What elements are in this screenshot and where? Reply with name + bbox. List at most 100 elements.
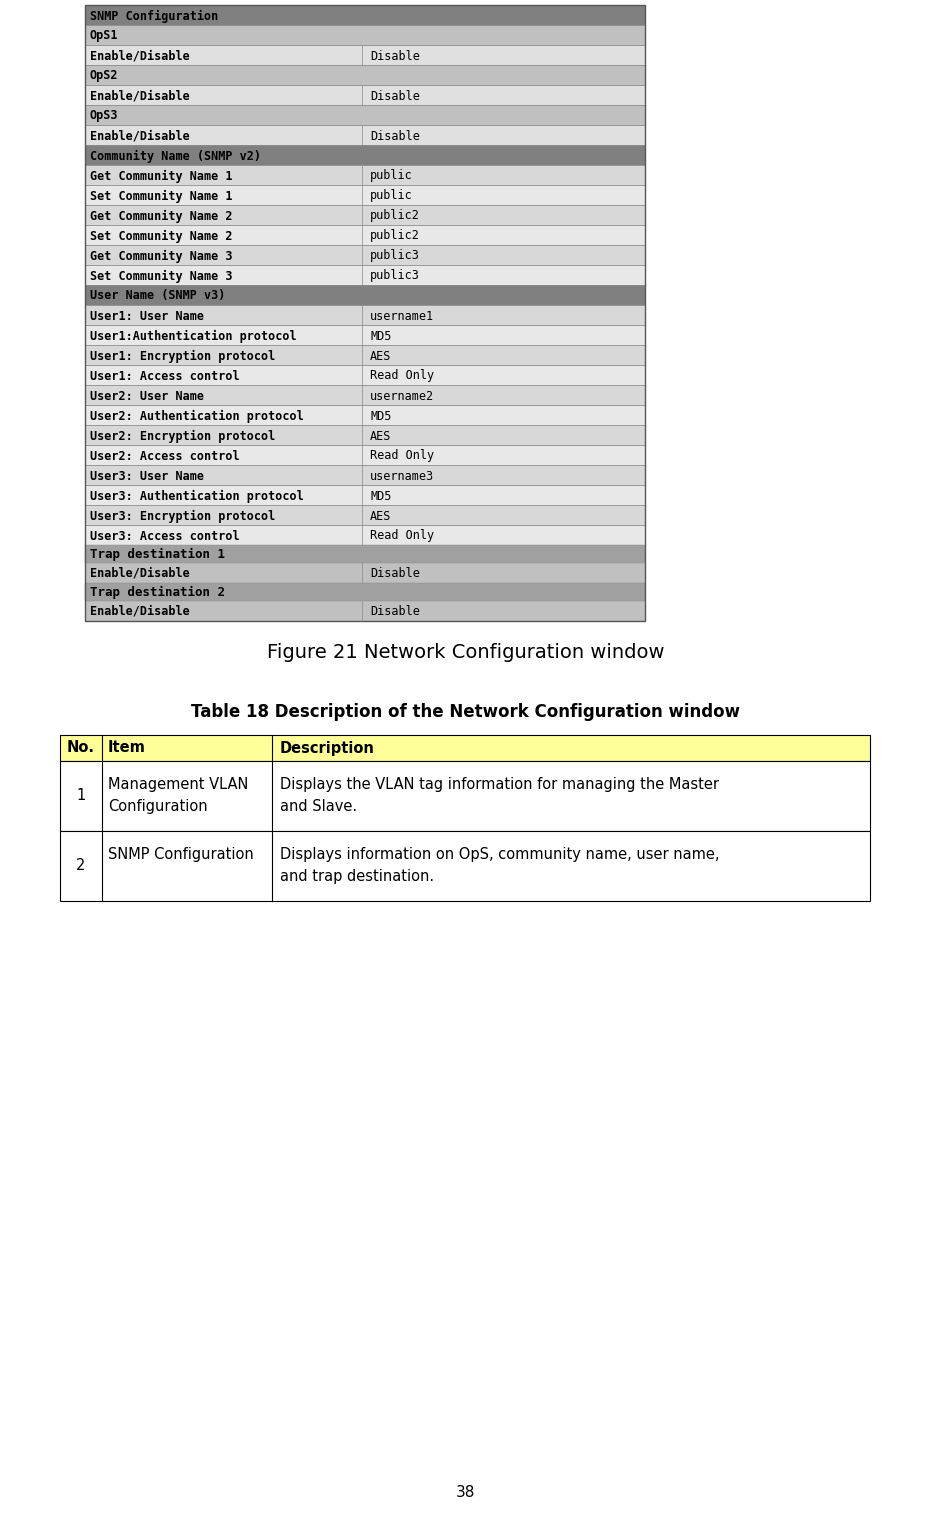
- FancyBboxPatch shape: [85, 245, 645, 265]
- Text: Item: Item: [108, 740, 146, 755]
- FancyBboxPatch shape: [85, 285, 645, 304]
- Text: Figure 21 Network Configuration window: Figure 21 Network Configuration window: [267, 643, 664, 662]
- Text: MD5: MD5: [371, 489, 392, 503]
- FancyBboxPatch shape: [85, 583, 645, 621]
- FancyBboxPatch shape: [85, 65, 645, 85]
- Text: Configuration: Configuration: [108, 799, 208, 815]
- Text: public3: public3: [371, 250, 420, 262]
- Text: Get Community Name 1: Get Community Name 1: [90, 170, 233, 183]
- Text: AES: AES: [371, 350, 392, 362]
- Text: User1:Authentication protocol: User1:Authentication protocol: [90, 330, 297, 342]
- Text: Description: Description: [280, 740, 375, 755]
- Text: Read Only: Read Only: [371, 450, 435, 462]
- Text: Enable/Disable: Enable/Disable: [90, 604, 190, 618]
- FancyBboxPatch shape: [85, 204, 645, 226]
- Text: User3: User Name: User3: User Name: [90, 469, 204, 483]
- Text: Trap destination 1: Trap destination 1: [90, 548, 225, 560]
- FancyBboxPatch shape: [85, 126, 645, 145]
- FancyBboxPatch shape: [85, 484, 645, 506]
- Text: Set Community Name 2: Set Community Name 2: [90, 230, 233, 242]
- Text: Displays the VLAN tag information for managing the Master: Displays the VLAN tag information for ma…: [280, 777, 719, 792]
- FancyBboxPatch shape: [85, 226, 645, 245]
- Text: User1: User Name: User1: User Name: [90, 309, 204, 322]
- FancyBboxPatch shape: [85, 465, 645, 484]
- Text: No.: No.: [67, 740, 95, 755]
- FancyBboxPatch shape: [60, 734, 870, 762]
- FancyBboxPatch shape: [85, 583, 645, 601]
- FancyBboxPatch shape: [85, 165, 645, 185]
- FancyBboxPatch shape: [85, 85, 645, 104]
- Text: 1: 1: [76, 789, 86, 804]
- FancyBboxPatch shape: [85, 425, 645, 445]
- FancyBboxPatch shape: [85, 145, 645, 165]
- Text: User3: Authentication protocol: User3: Authentication protocol: [90, 489, 304, 503]
- FancyBboxPatch shape: [60, 831, 870, 901]
- Text: Table 18 Description of the Network Configuration window: Table 18 Description of the Network Conf…: [191, 702, 740, 721]
- Text: username1: username1: [371, 309, 435, 322]
- FancyBboxPatch shape: [85, 506, 645, 525]
- Text: SNMP Configuration: SNMP Configuration: [108, 846, 254, 861]
- Text: MD5: MD5: [371, 409, 392, 422]
- Text: User3: Access control: User3: Access control: [90, 530, 239, 542]
- Text: OpS2: OpS2: [90, 70, 118, 82]
- Text: Disable: Disable: [371, 604, 420, 618]
- Text: Disable: Disable: [371, 130, 420, 142]
- Text: and Slave.: and Slave.: [280, 799, 358, 815]
- FancyBboxPatch shape: [85, 185, 645, 204]
- FancyBboxPatch shape: [85, 545, 645, 583]
- FancyBboxPatch shape: [85, 45, 645, 65]
- FancyBboxPatch shape: [85, 345, 645, 365]
- Text: User3: Encryption protocol: User3: Encryption protocol: [90, 509, 276, 522]
- FancyBboxPatch shape: [85, 265, 645, 285]
- FancyBboxPatch shape: [85, 445, 645, 465]
- FancyBboxPatch shape: [85, 525, 645, 545]
- Text: Enable/Disable: Enable/Disable: [90, 89, 190, 103]
- Text: User Name (SNMP v3): User Name (SNMP v3): [90, 289, 225, 303]
- FancyBboxPatch shape: [85, 545, 645, 563]
- Text: Disable: Disable: [371, 50, 420, 62]
- FancyBboxPatch shape: [85, 385, 645, 406]
- FancyBboxPatch shape: [85, 326, 645, 345]
- FancyBboxPatch shape: [85, 5, 645, 26]
- Text: 38: 38: [456, 1485, 475, 1500]
- FancyBboxPatch shape: [85, 406, 645, 425]
- Text: Management VLAN: Management VLAN: [108, 777, 249, 792]
- Text: User2: Authentication protocol: User2: Authentication protocol: [90, 409, 304, 422]
- Text: public2: public2: [371, 230, 420, 242]
- Text: Community Name (SNMP v2): Community Name (SNMP v2): [90, 150, 261, 162]
- Text: Get Community Name 2: Get Community Name 2: [90, 209, 233, 223]
- Text: OpS1: OpS1: [90, 29, 118, 42]
- Text: Displays information on OpS, community name, user name,: Displays information on OpS, community n…: [280, 846, 720, 861]
- Text: AES: AES: [371, 510, 392, 522]
- Text: 2: 2: [76, 858, 86, 874]
- Text: SNMP Configuration: SNMP Configuration: [90, 9, 218, 23]
- Text: public: public: [371, 170, 413, 183]
- Text: User1: Encryption protocol: User1: Encryption protocol: [90, 350, 276, 362]
- FancyBboxPatch shape: [85, 26, 645, 45]
- FancyBboxPatch shape: [85, 304, 645, 326]
- Text: Enable/Disable: Enable/Disable: [90, 50, 190, 62]
- FancyBboxPatch shape: [85, 365, 645, 385]
- Text: User2: Encryption protocol: User2: Encryption protocol: [90, 430, 276, 442]
- FancyBboxPatch shape: [60, 762, 870, 831]
- Text: Get Community Name 3: Get Community Name 3: [90, 250, 233, 262]
- Text: MD5: MD5: [371, 330, 392, 342]
- Text: username3: username3: [371, 469, 435, 483]
- Text: User2: Access control: User2: Access control: [90, 450, 239, 462]
- Text: Enable/Disable: Enable/Disable: [90, 130, 190, 142]
- Text: and trap destination.: and trap destination.: [280, 869, 434, 884]
- Text: Read Only: Read Only: [371, 369, 435, 383]
- Text: public2: public2: [371, 209, 420, 223]
- Text: User2: User Name: User2: User Name: [90, 389, 204, 403]
- Text: public3: public3: [371, 269, 420, 283]
- Text: Set Community Name 1: Set Community Name 1: [90, 189, 233, 203]
- Text: User1: Access control: User1: Access control: [90, 369, 239, 383]
- Text: Enable/Disable: Enable/Disable: [90, 566, 190, 580]
- Text: Read Only: Read Only: [371, 530, 435, 542]
- Text: public: public: [371, 189, 413, 203]
- Text: username2: username2: [371, 389, 435, 403]
- Text: Disable: Disable: [371, 566, 420, 580]
- Text: Trap destination 2: Trap destination 2: [90, 586, 225, 598]
- FancyBboxPatch shape: [85, 104, 645, 126]
- Text: OpS3: OpS3: [90, 109, 118, 123]
